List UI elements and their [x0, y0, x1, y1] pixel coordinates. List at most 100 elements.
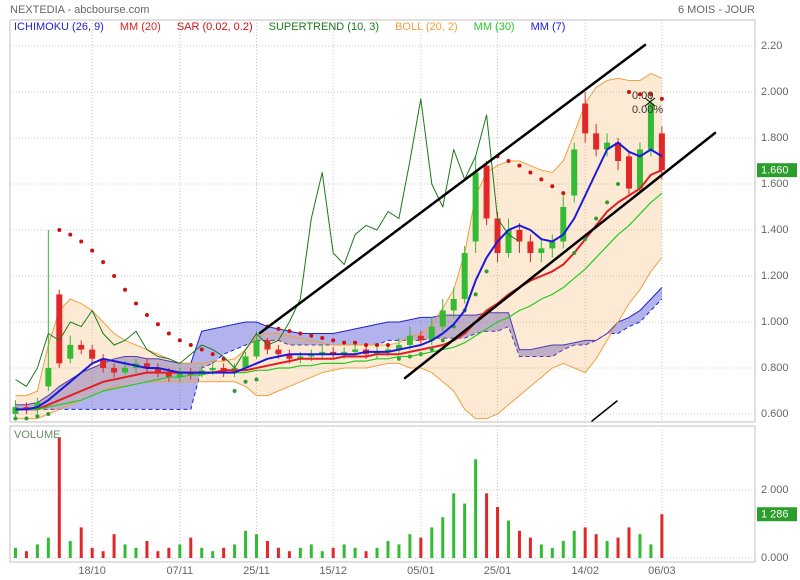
candle-body	[604, 142, 611, 150]
indicator-line	[15, 98, 520, 387]
ichimoku-span-a	[15, 287, 663, 406]
volume-bar	[496, 506, 500, 558]
volume-bar	[320, 551, 324, 558]
volume-bar	[452, 493, 456, 558]
volume-bar	[539, 544, 543, 558]
x-tick-label: 05/01	[407, 565, 435, 577]
candle-body	[12, 407, 19, 414]
volume-bar	[474, 459, 478, 558]
x-tick-label: 06/03	[648, 565, 676, 577]
volume-bar	[605, 540, 609, 558]
volume-bar	[13, 547, 17, 558]
candle-body	[571, 149, 578, 196]
annotation-marker	[644, 97, 656, 107]
volume-bar	[255, 534, 259, 558]
candle-body	[428, 326, 435, 341]
volume-bar	[156, 551, 160, 558]
sar-dot	[594, 216, 599, 221]
y-tick-label: 0.600	[761, 408, 789, 420]
volume-bar	[167, 547, 171, 558]
candle-body	[78, 344, 85, 350]
sar-dot	[144, 313, 149, 318]
sar-dot	[331, 338, 336, 343]
volume-bar	[517, 530, 521, 558]
volume-bar	[408, 534, 412, 558]
last-price-box	[757, 163, 797, 178]
panel-title: VOLUME	[14, 429, 60, 441]
candle-body	[253, 340, 260, 357]
candle-body	[341, 351, 348, 355]
volume-bar	[419, 537, 423, 558]
x-tick-label: 07/11	[166, 565, 193, 577]
volume-bar	[200, 547, 204, 558]
y-tick-label: 2.000	[761, 86, 789, 98]
volume-bar	[265, 540, 269, 558]
volume-bar	[441, 517, 445, 558]
y-tick-label: 1.400	[761, 224, 789, 236]
x-tick-label: 25/11	[243, 565, 270, 577]
volume-bar	[649, 544, 653, 558]
sar-dot	[484, 269, 489, 274]
sar-dot	[375, 342, 380, 347]
candle-body	[494, 218, 501, 253]
candle-body	[626, 156, 633, 189]
sar-dot	[385, 342, 390, 347]
candle-body	[297, 356, 304, 359]
candle-body	[505, 229, 512, 253]
sar-dot	[276, 326, 281, 331]
volume-bar	[506, 520, 510, 558]
last-volume-box	[757, 507, 797, 522]
trend-lines	[258, 43, 717, 422]
sar-dot	[101, 260, 106, 265]
sar-dot	[177, 338, 182, 343]
volume-bar	[528, 537, 532, 558]
y-tick-label: 1.200	[761, 270, 789, 282]
sar-dot	[166, 331, 171, 336]
sar-dot	[353, 340, 358, 345]
sar-dot	[123, 287, 128, 292]
legend-entry: BOLL (20, 2)	[395, 21, 458, 33]
x-tick-label: 18/10	[78, 565, 106, 577]
candle-body	[527, 241, 534, 253]
y-tick-label: 1.800	[761, 132, 789, 144]
ichimoku-cloud	[15, 287, 662, 410]
volume-bar	[298, 547, 302, 558]
chart-title: NEXTEDIA - abcbourse.com	[10, 4, 149, 16]
candle-body	[439, 310, 446, 327]
volume-panel	[9, 425, 756, 563]
candle-body	[34, 402, 41, 410]
volume-bar	[660, 514, 664, 558]
y-tick-label: 0.000	[761, 552, 789, 564]
volume-bar	[364, 551, 368, 558]
candle-body	[111, 367, 118, 373]
y-tick-label: 1.600	[761, 178, 789, 190]
trend-line	[591, 400, 618, 422]
sar-dot	[320, 336, 325, 341]
volume-bar	[222, 547, 226, 558]
sar-dot	[550, 184, 555, 189]
candle-body	[330, 351, 337, 355]
volume-bar	[463, 503, 467, 558]
x-tick-label: 25/01	[484, 565, 512, 577]
sar-dot	[199, 347, 204, 352]
candle-body	[275, 349, 282, 355]
legend-entry: MM (30)	[474, 21, 515, 33]
indicator-line	[15, 169, 663, 411]
candle-body	[593, 133, 600, 150]
chart-subtitle: 6 MOIS - JOUR	[678, 4, 755, 16]
volume-bar	[90, 547, 94, 558]
volume-bar	[178, 544, 182, 558]
volume-bar	[561, 540, 565, 558]
bollinger-band	[15, 73, 662, 419]
candle-body	[176, 372, 183, 378]
volume-bar	[287, 551, 291, 558]
candle-body	[374, 351, 381, 355]
sar-dot	[616, 181, 621, 186]
last-volume-label: 1 286	[761, 509, 789, 521]
sar-dot	[232, 388, 237, 393]
ichimoku-span-b	[15, 298, 663, 410]
mid-layer	[12, 91, 665, 558]
candle-body	[384, 349, 391, 352]
